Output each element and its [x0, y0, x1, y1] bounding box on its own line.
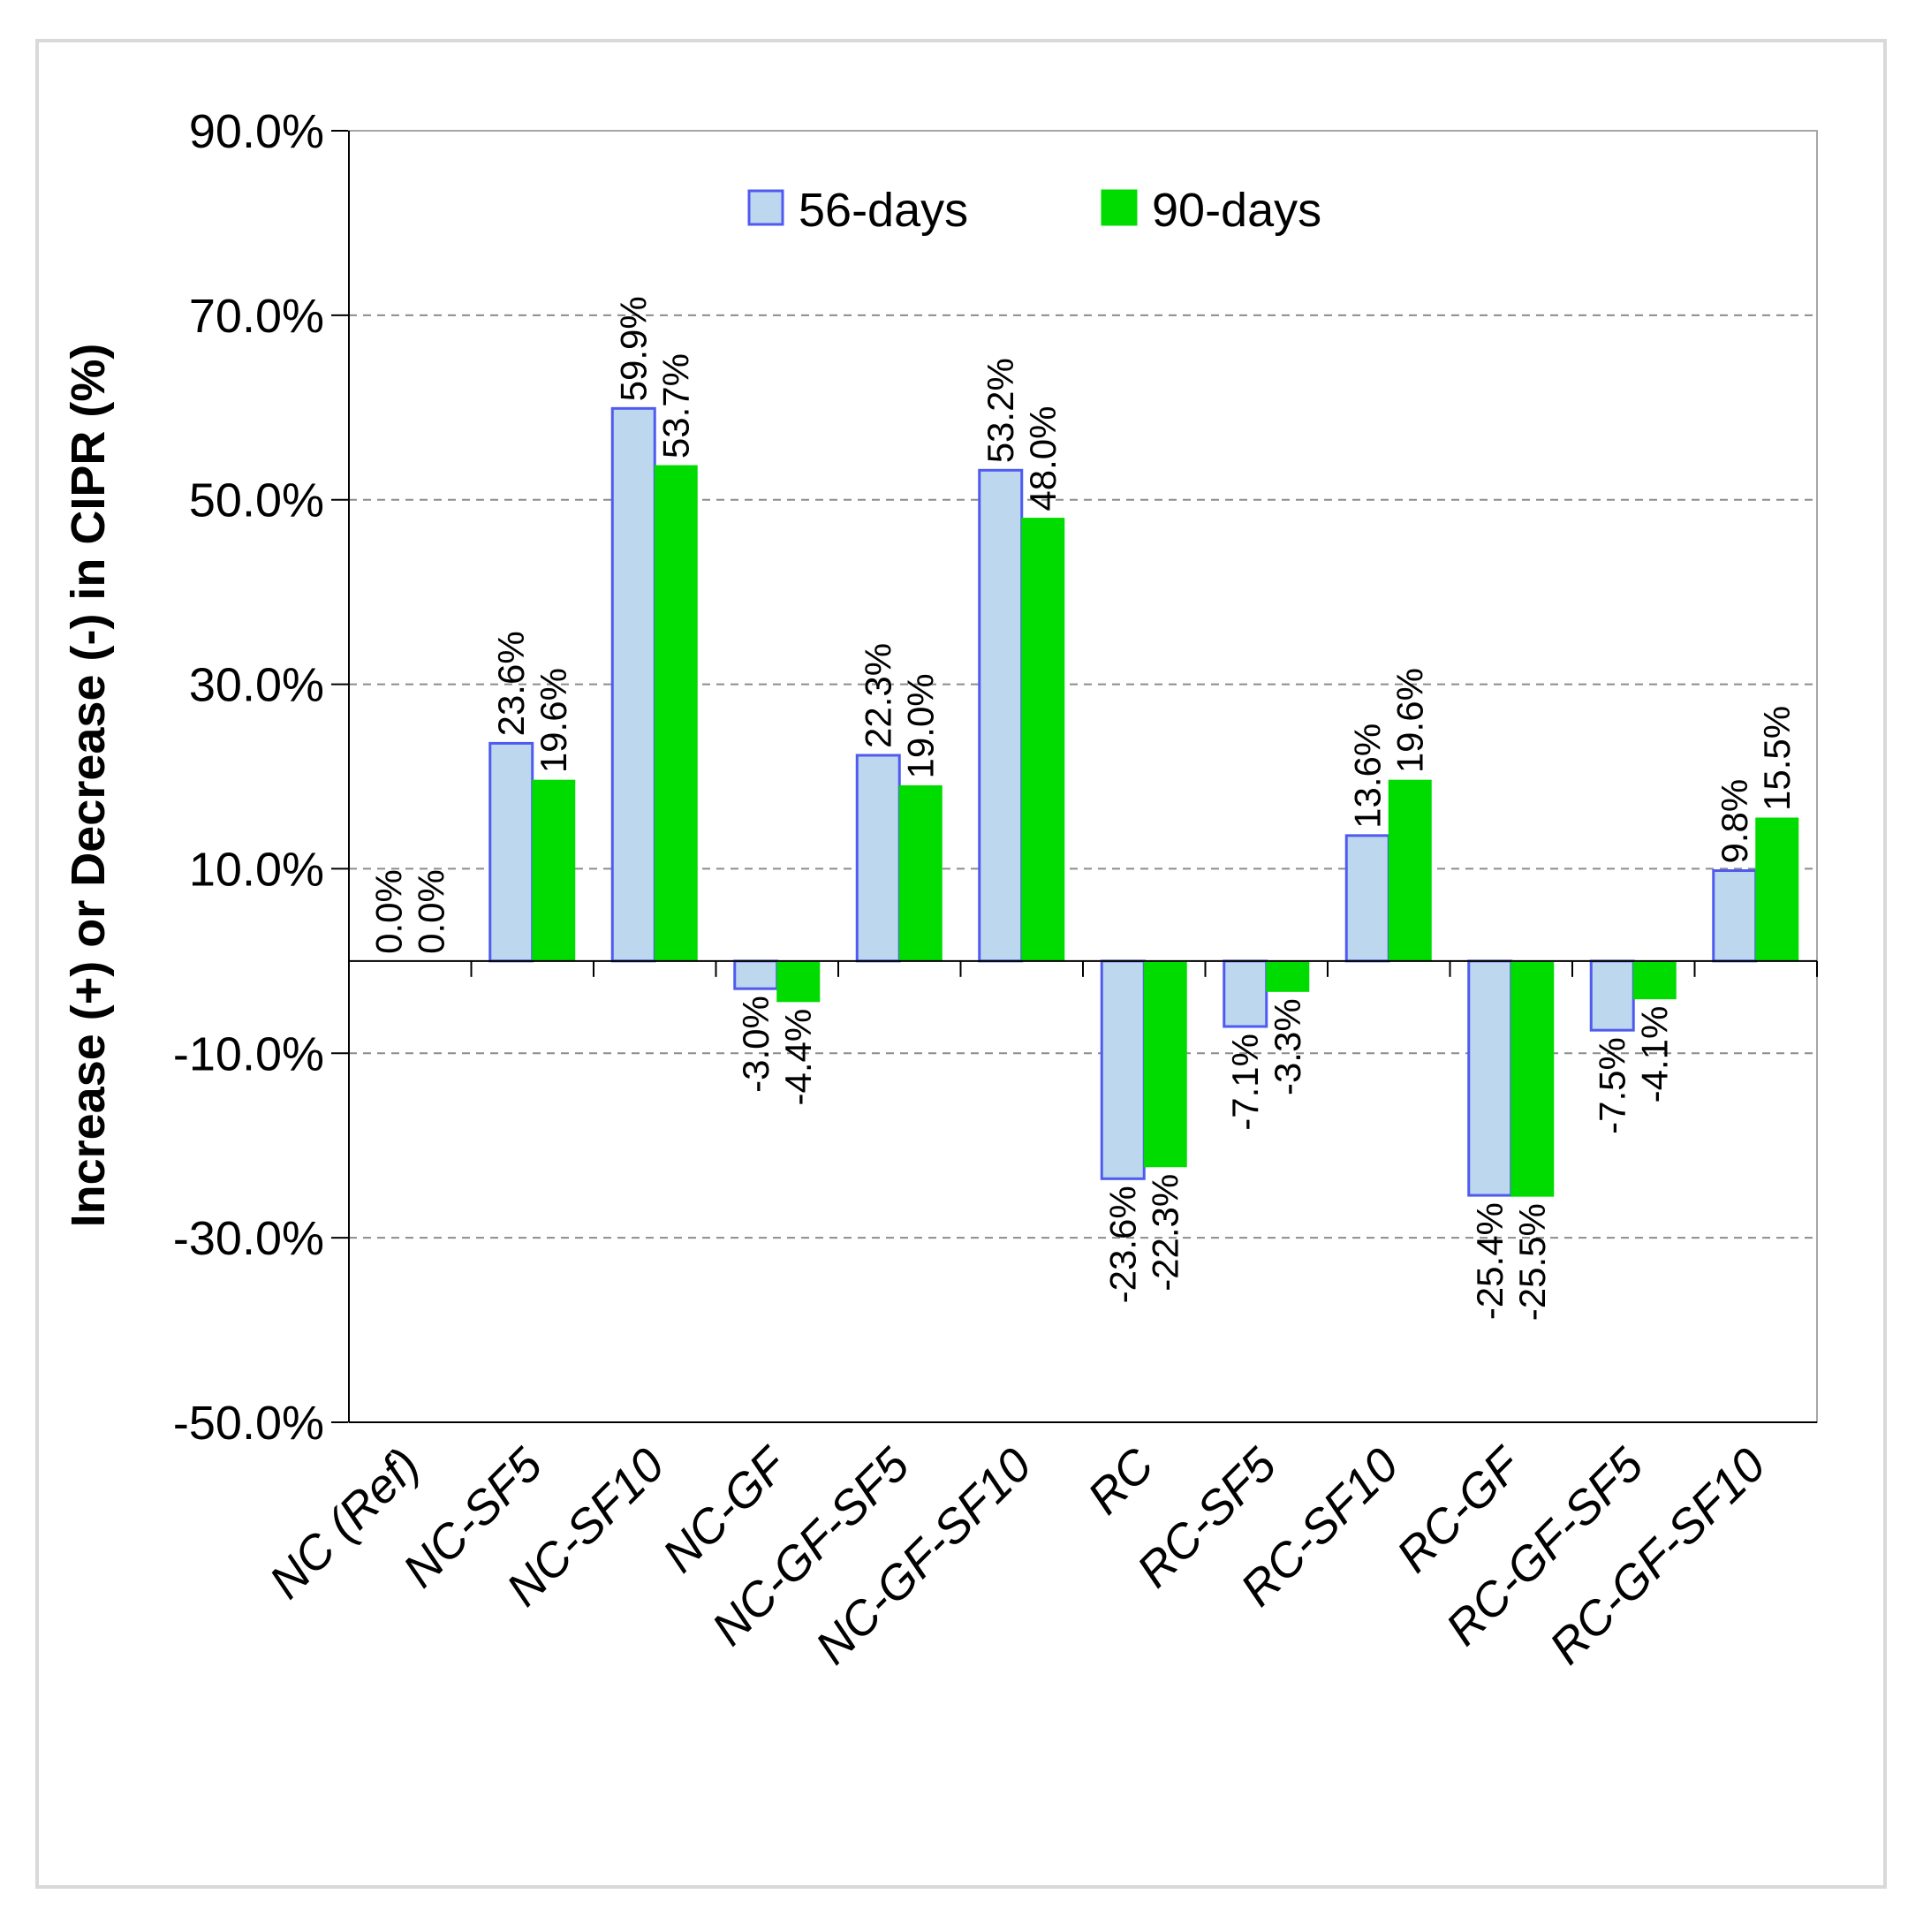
- data-label: -3.0%: [735, 996, 776, 1093]
- bar-90-days-RC-SF5: [1266, 960, 1310, 992]
- y-tick-label: 90.0%: [189, 105, 324, 158]
- bar-90-days-NC-SF5: [532, 779, 576, 962]
- data-label: 9.8%: [1714, 779, 1755, 864]
- bar-56-days-RC-GF-SF5: [1589, 959, 1635, 1032]
- data-label: -4.1%: [1633, 1006, 1675, 1103]
- data-label: 53.7%: [655, 353, 696, 458]
- plot-border: [348, 130, 1818, 1423]
- bar-90-days-NC-GF-SF5: [898, 784, 943, 962]
- y-tick-label: 30.0%: [189, 659, 324, 712]
- data-label: 0.0%: [410, 869, 451, 954]
- y-tick-label: 70.0%: [189, 290, 324, 343]
- data-label: -7.5%: [1591, 1037, 1632, 1134]
- bar-56-days-RC: [1100, 959, 1146, 1180]
- y-axis-title: Increase (+) or Decrease (-) in CIPR (%): [62, 344, 115, 1228]
- data-label: 19.6%: [533, 668, 574, 773]
- data-label: 23.6%: [490, 631, 532, 736]
- category-label: NC (Ref): [260, 1438, 430, 1609]
- data-label: -7.1%: [1224, 1034, 1266, 1131]
- data-label: 48.0%: [1022, 406, 1064, 511]
- legend: 56-days 90-days: [747, 184, 1321, 237]
- bar-90-days-RC-SF10: [1388, 779, 1432, 962]
- y-tick-label: 50.0%: [189, 474, 324, 527]
- legend-swatch-90-days: [1101, 189, 1138, 226]
- bar-56-days-NC-SF10: [610, 406, 656, 963]
- data-label: -23.6%: [1102, 1186, 1143, 1303]
- bar-90-days-NC-SF10: [654, 465, 698, 962]
- bar-56-days-NC-GF-SF5: [855, 754, 901, 963]
- data-label: -22.3%: [1144, 1174, 1185, 1292]
- y-tick-label: 10.0%: [189, 843, 324, 896]
- data-label: 22.3%: [857, 643, 898, 748]
- chart-frame: [35, 39, 1887, 1889]
- bar-56-days-RC-GF: [1467, 959, 1513, 1197]
- data-label: 13.6%: [1346, 724, 1388, 829]
- data-label: -3.3%: [1267, 998, 1308, 1095]
- bar-90-days-RC: [1143, 960, 1187, 1168]
- data-label: 0.0%: [367, 869, 409, 954]
- data-label: 15.5%: [1756, 706, 1798, 811]
- bar-56-days-NC-GF-SF10: [978, 468, 1024, 963]
- data-label: -4.4%: [777, 1009, 819, 1106]
- legend-label: 90-days: [1152, 184, 1321, 237]
- data-labels: 0.0% 0.0%23.6% 19.6%59.9%53.7%-3.0% -4.4%22…: [367, 296, 1798, 1321]
- data-label: -25.5%: [1511, 1203, 1553, 1321]
- legend-label: 56-days: [799, 184, 968, 237]
- y-tick-label: -30.0%: [173, 1212, 324, 1265]
- data-label: 19.0%: [899, 673, 941, 778]
- bar-90-days-NC-GF: [776, 960, 821, 1003]
- bar-90-days-RC-GF: [1510, 960, 1555, 1197]
- bar-56-days-NC-SF5: [488, 741, 534, 963]
- bar-56-days-RC-GF-SF10: [1712, 869, 1758, 963]
- bar-90-days-RC-GF-SF10: [1755, 817, 1799, 962]
- data-label: 59.9%: [612, 296, 654, 401]
- data-label: 53.2%: [980, 358, 1021, 463]
- category-label: NC-GF-SF10: [806, 1438, 1041, 1674]
- bar-90-days-RC-GF-SF5: [1632, 960, 1677, 1000]
- data-label: 19.6%: [1389, 668, 1430, 773]
- bar-56-days-RC-SF10: [1344, 834, 1390, 963]
- category-label: RC-GF-SF10: [1540, 1438, 1775, 1674]
- gridlines: [349, 314, 1817, 1239]
- bar-56-days-RC-SF5: [1223, 959, 1268, 1028]
- bars: [488, 406, 1799, 1197]
- category-label: RC: [1078, 1437, 1164, 1524]
- bar-56-days-NC-GF: [733, 959, 779, 990]
- legend-swatch-56-days: [747, 189, 784, 226]
- y-tick-label: -50.0%: [173, 1397, 324, 1450]
- bar-90-days-NC-GF-SF10: [1021, 518, 1065, 962]
- y-tick-label: -10.0%: [173, 1027, 324, 1080]
- data-label: -25.4%: [1469, 1202, 1510, 1320]
